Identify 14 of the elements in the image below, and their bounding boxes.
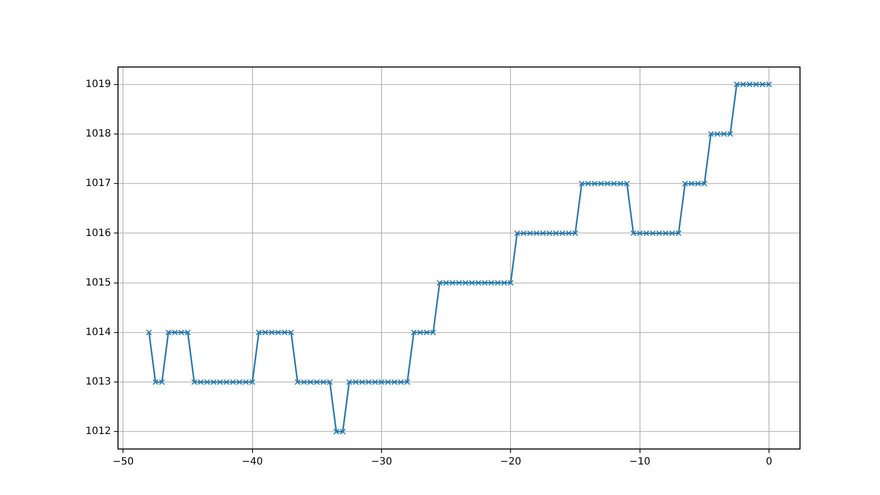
- y-tick-label: 1014: [86, 327, 111, 338]
- y-tick-label: 1013: [86, 376, 111, 388]
- x-tick-label: −50: [112, 456, 134, 468]
- y-tick-label: 1019: [86, 78, 111, 90]
- x-tick-label: −30: [370, 456, 392, 468]
- y-tick-label: 1015: [86, 277, 111, 288]
- x-tick-label: −20: [500, 456, 522, 468]
- x-tick-label: −10: [629, 456, 650, 468]
- y-tick-label: 1017: [86, 178, 111, 190]
- x-tick-label: −40: [242, 456, 263, 468]
- y-tick-label: 1012: [86, 426, 111, 438]
- y-tick-label: 1016: [86, 228, 111, 239]
- y-tick-label: 1018: [86, 128, 111, 140]
- x-tick-label: 0: [766, 456, 772, 468]
